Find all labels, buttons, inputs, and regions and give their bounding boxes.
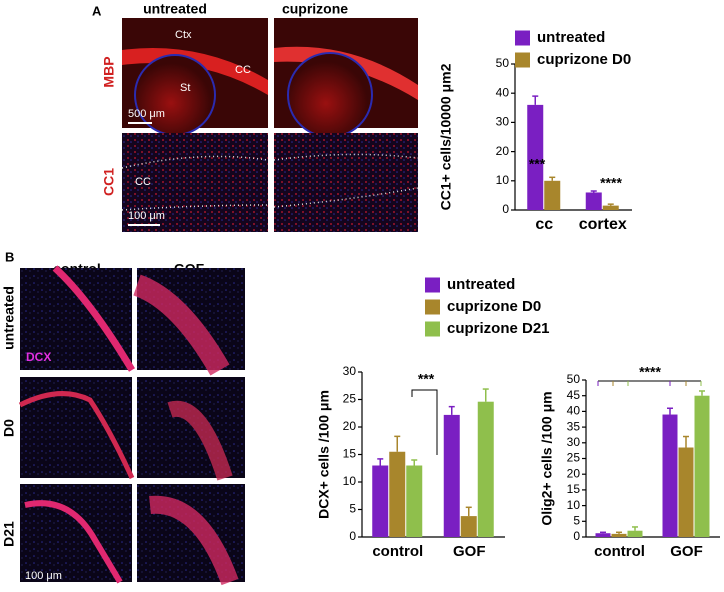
image-annotation: CC — [135, 176, 151, 188]
row-label: D0 — [1, 419, 17, 437]
x-tick-label: cortex — [579, 216, 627, 233]
panel-label: A — [92, 3, 102, 18]
scale-label: 100 μm — [25, 570, 62, 582]
panel-label: B — [5, 249, 14, 264]
legend-label: cuprizone D0 — [447, 298, 541, 315]
y-tick-label: 25 — [343, 392, 357, 406]
legend-swatch — [425, 299, 440, 315]
column-header: untreated — [143, 1, 207, 17]
bar — [602, 205, 619, 210]
y-axis-label: CC1+ cells/10000 μm2 — [438, 63, 454, 210]
x-tick-label: control — [372, 543, 423, 560]
scale-label: 500 μm — [128, 108, 165, 120]
row-label: untreated — [1, 286, 17, 350]
x-tick-label: control — [594, 543, 645, 560]
bar — [585, 192, 602, 210]
significance-label: **** — [639, 364, 661, 380]
legend-label: cuprizone D21 — [447, 320, 550, 337]
bar — [460, 516, 477, 537]
stain-label: DCX — [26, 350, 51, 364]
y-tick-label: 35 — [567, 419, 581, 433]
y-tick-label: 20 — [496, 144, 510, 158]
y-tick-label: 0 — [573, 529, 580, 543]
y-tick-label: 0 — [502, 202, 509, 216]
micrograph — [121, 18, 419, 232]
legend-label: untreated — [537, 29, 605, 46]
y-tick-label: 30 — [567, 435, 581, 449]
bar — [527, 104, 544, 210]
micrograph — [18, 265, 245, 586]
bar — [477, 401, 494, 537]
y-tick-label: 20 — [567, 466, 581, 480]
y-tick-label: 20 — [343, 419, 357, 433]
y-tick-label: 30 — [343, 364, 357, 378]
y-tick-label: 40 — [567, 404, 581, 418]
x-tick-label: GOF — [670, 543, 703, 560]
bar — [372, 465, 389, 537]
image-annotation: CC — [235, 64, 251, 76]
image-annotation: Ctx — [175, 29, 192, 41]
legend-label: cuprizone D0 — [537, 51, 631, 68]
bar — [544, 180, 561, 210]
bar — [406, 465, 423, 537]
legend-swatch — [425, 321, 440, 337]
y-tick-label: 15 — [343, 447, 357, 461]
bar — [595, 533, 611, 537]
row-label: D21 — [1, 521, 17, 547]
x-tick-label: GOF — [453, 543, 486, 560]
bar — [662, 414, 678, 537]
y-tick-label: 5 — [573, 513, 580, 527]
legend-swatch — [515, 52, 530, 68]
x-tick-label: cc — [535, 216, 553, 233]
legend-swatch — [425, 277, 440, 293]
y-tick-label: 10 — [496, 173, 510, 187]
bar — [678, 447, 694, 537]
column-header: cuprizone — [282, 1, 348, 17]
y-axis-label: Olig2+ cells /100 μm — [539, 391, 555, 525]
bar — [694, 395, 710, 537]
y-tick-label: 15 — [567, 482, 581, 496]
y-tick-label: 30 — [496, 115, 510, 129]
y-tick-label: 10 — [567, 498, 581, 512]
y-tick-label: 50 — [567, 372, 581, 386]
significance-label: **** — [600, 175, 622, 191]
significance-bracket — [411, 380, 702, 455]
legend-label: untreated — [447, 276, 515, 293]
y-tick-label: 5 — [349, 502, 356, 516]
y-tick-label: 45 — [567, 388, 581, 402]
y-tick-label: 50 — [496, 56, 510, 70]
y-tick-label: 25 — [567, 451, 581, 465]
bar — [627, 530, 643, 537]
row-label: CC1 — [101, 168, 117, 196]
bar — [389, 451, 406, 537]
y-tick-label: 10 — [343, 474, 357, 488]
y-tick-label: 40 — [496, 85, 510, 99]
scale-label: 100 μm — [128, 210, 165, 222]
y-axis-label: DCX+ cells /100 μm — [316, 390, 332, 519]
significance-label: *** — [529, 156, 546, 172]
image-annotation: St — [180, 82, 190, 94]
y-tick-label: 0 — [349, 529, 356, 543]
bar — [443, 414, 460, 537]
bar — [611, 533, 627, 537]
legend-swatch — [515, 30, 530, 46]
row-label: MBP — [101, 56, 117, 87]
significance-label: *** — [418, 371, 435, 387]
